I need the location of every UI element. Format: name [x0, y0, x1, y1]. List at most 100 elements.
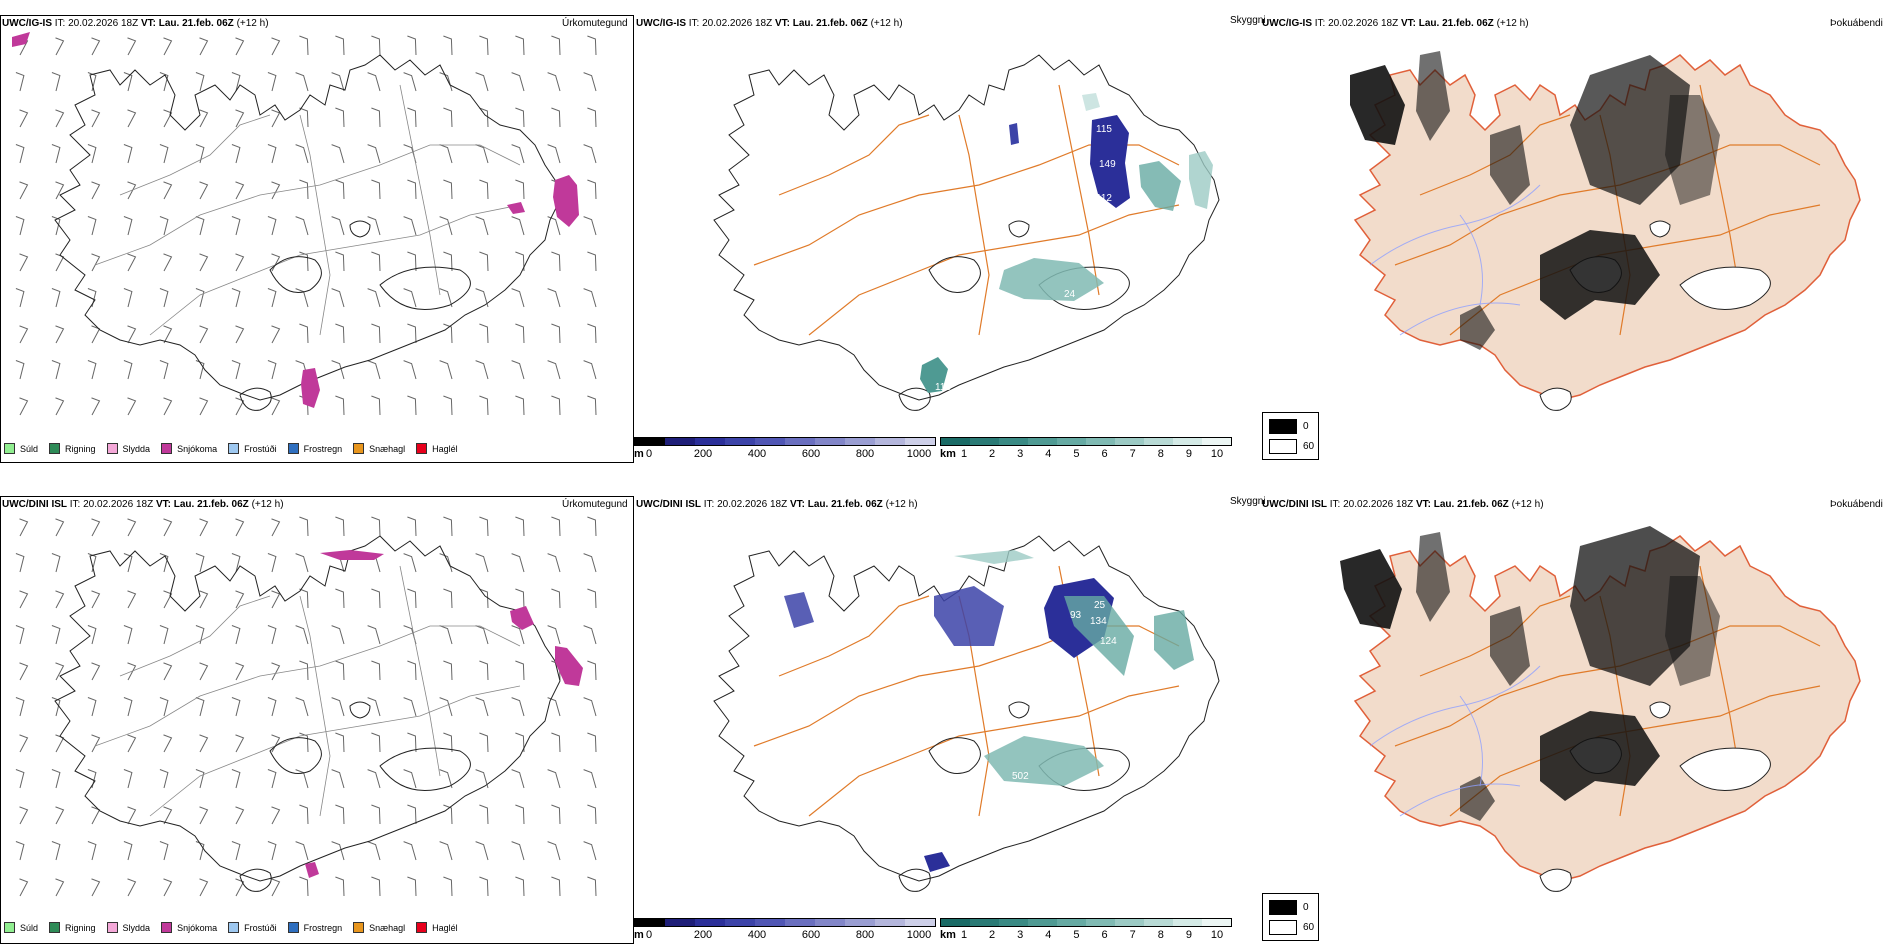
wind-barb	[235, 181, 245, 200]
colorbar-segment	[999, 438, 1028, 445]
legend-label: Frostregn	[303, 922, 343, 933]
visibility-label: 93	[1070, 610, 1082, 621]
ceiling-colorbar-segments	[634, 437, 936, 446]
glacier-outline	[928, 256, 981, 293]
wind-barb	[295, 697, 309, 717]
fog-legend: 0 60	[1262, 412, 1319, 460]
wind-barb	[87, 697, 97, 717]
wind-barb	[123, 625, 133, 645]
colorbar-segment	[725, 438, 755, 445]
wind-barb	[159, 216, 169, 236]
ceiling-colorbar: m 0 200 400 600 800 1000	[634, 916, 936, 946]
wind-barb	[439, 697, 453, 717]
legend-swatch	[228, 443, 240, 454]
legend-swatch	[106, 443, 118, 454]
glacier-outline	[239, 868, 272, 892]
precip-map	[12, 32, 597, 416]
fog-index-area	[1416, 532, 1450, 622]
wind-barb	[551, 516, 561, 537]
glacier-outline	[349, 220, 371, 238]
precip-panel-bottom-content: UWC/DINI ISL IT: 20.02.2026 18Z VT: Lau.…	[0, 496, 634, 944]
iceland-outline	[54, 535, 561, 892]
wind-barb	[515, 395, 525, 416]
init-time: IT: 20.02.2026 18Z	[54, 18, 139, 29]
valid-time-label: VT:	[789, 499, 805, 510]
colorbar-segment	[1173, 919, 1202, 926]
precip-panel-top-content: UWC/IG-IS IT: 20.02.2026 18Z VT: Lau. 21…	[0, 15, 634, 463]
colorbar-segment	[1028, 438, 1057, 445]
wind-barb	[231, 553, 241, 573]
wind-barb	[163, 397, 173, 416]
wind-barb	[87, 625, 97, 645]
legend-label: Frostúði	[244, 443, 277, 454]
wind-barb	[15, 72, 25, 92]
wind-barb	[295, 553, 309, 573]
snow-area	[507, 202, 525, 214]
wind-barb	[91, 181, 101, 200]
wind-barb	[587, 660, 597, 681]
wind-barb	[271, 806, 281, 825]
wind-barb	[439, 553, 453, 573]
fog-area	[984, 736, 1104, 786]
wind-barb	[231, 697, 241, 717]
colorbar-segment	[665, 919, 695, 926]
wind-barb	[511, 216, 525, 236]
legend-item: Snæhagl	[353, 443, 405, 454]
legend-label: Frostregn	[303, 443, 343, 454]
panel-title: Þokuábendi	[1830, 499, 1883, 510]
panel-header: UWC/IG-IS IT: 20.02.2026 18Z VT: Lau. 21…	[636, 18, 903, 29]
colorbar-segment	[1202, 919, 1231, 926]
wind-barb	[163, 325, 173, 344]
fog-area	[954, 550, 1034, 564]
panel-header: UWC/DINI ISL IT: 20.02.2026 18Z VT: Lau.…	[1262, 499, 1544, 510]
fog-map	[1350, 51, 1861, 411]
wind-barb	[443, 35, 453, 56]
wind-barb	[371, 35, 381, 56]
fog-index-areas	[1340, 526, 1720, 821]
wind-barb	[299, 179, 309, 200]
wind-barb	[91, 397, 101, 416]
wind-barb	[267, 288, 277, 308]
wind-barb	[551, 107, 561, 128]
wind-barb	[195, 288, 205, 308]
colorbar-segment	[1173, 438, 1202, 445]
visibility-unit: km	[940, 929, 956, 941]
valid-time: Lau. 21.feb. 06Z	[792, 18, 868, 29]
wind-barb	[127, 590, 137, 609]
fog-panel-bottom: UWC/DINI ISL IT: 20.02.2026 18Z VT: Lau.…	[1260, 496, 1900, 944]
wind-barb	[587, 107, 597, 128]
wind-barb	[371, 732, 381, 753]
colorbar-segment	[1057, 919, 1086, 926]
wind-barb	[91, 878, 101, 897]
fog-map	[1340, 526, 1861, 892]
wind-barb	[123, 841, 133, 861]
wind-barb	[407, 876, 417, 897]
wind-barb	[439, 216, 453, 236]
wind-barb	[551, 251, 561, 272]
wind-barb	[295, 216, 309, 236]
legend-swatch	[49, 922, 61, 933]
colorbar-segment	[1057, 438, 1086, 445]
colorbar-segment	[1144, 919, 1173, 926]
colorbar-segment	[941, 919, 970, 926]
glacier-outline	[1539, 868, 1572, 892]
wind-barb	[547, 625, 561, 645]
precip-panel-top	[0, 15, 634, 463]
road	[94, 625, 521, 747]
colorbar-tick-label: 4	[1045, 448, 1052, 460]
wind-barb	[127, 518, 137, 537]
legend-label: Snjókoma	[177, 922, 218, 933]
legend-swatch	[287, 922, 299, 933]
valid-time: Lau. 21.feb. 06Z	[173, 499, 249, 510]
wind-barb	[515, 660, 525, 681]
wind-barb	[479, 588, 489, 609]
model-name: UWC/DINI ISL	[1262, 499, 1327, 510]
wind-barb	[299, 804, 309, 825]
glacier-outline	[1539, 387, 1572, 411]
wind-barb	[91, 109, 101, 128]
wind-barb	[19, 518, 29, 537]
panel-header: UWC/IG-IS IT: 20.02.2026 18Z VT: Lau. 21…	[2, 18, 269, 29]
wind-barb	[515, 35, 525, 56]
legend-label: Slydda	[122, 922, 151, 933]
wind-barb	[511, 72, 525, 92]
